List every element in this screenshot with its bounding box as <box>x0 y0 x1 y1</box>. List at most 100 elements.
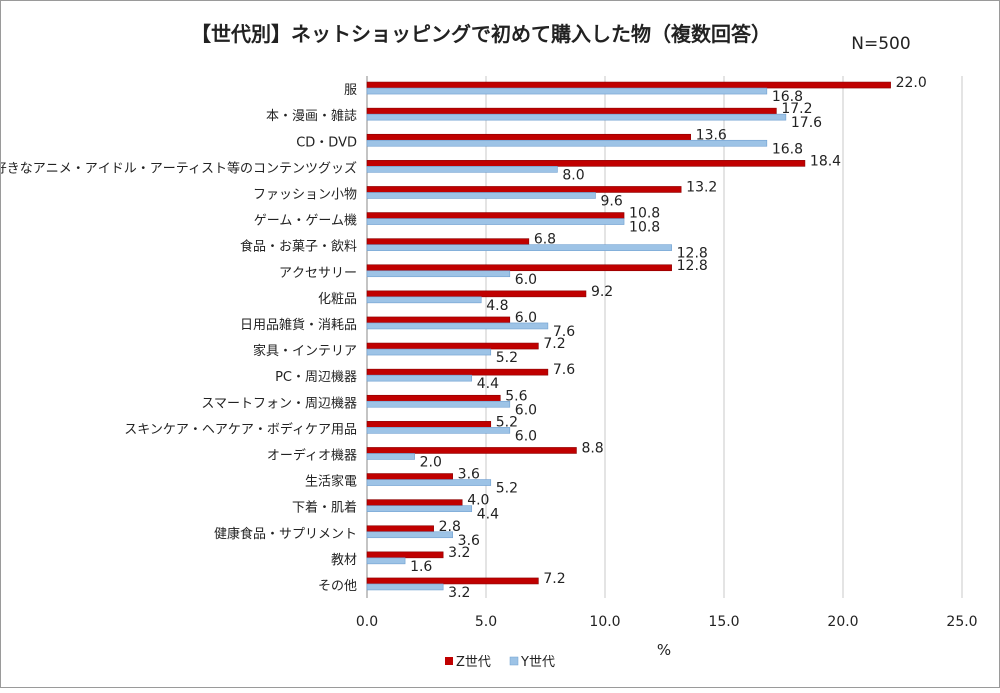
bar-y <box>366 348 492 356</box>
bar-y <box>366 427 511 434</box>
x-tick-label: 5.0 <box>475 614 497 630</box>
x-tick-label: 15.0 <box>708 614 739 630</box>
bar-y <box>366 244 672 251</box>
data-label-y: 4.4 <box>477 507 499 523</box>
legend: Z世代 Y世代 <box>445 655 555 670</box>
bar-y <box>366 531 453 539</box>
data-label-y: 8.0 <box>562 167 584 183</box>
x-tick-label: 0.0 <box>356 614 378 630</box>
bar-y <box>366 270 511 278</box>
bar-z <box>366 473 453 480</box>
data-label-z: 10.8 <box>629 206 660 222</box>
category-label: PC・周辺機器 <box>275 370 357 385</box>
bar-y <box>366 453 415 460</box>
category-label: 服 <box>344 83 357 98</box>
legend-swatch-y <box>509 656 519 666</box>
bar-y <box>366 218 625 225</box>
category-label: スキンケア・ヘアケア・ボディケア用品 <box>124 421 357 437</box>
category-label: 生活家電 <box>305 474 357 490</box>
data-label-z: 7.2 <box>543 336 565 352</box>
category-label: 家具・インテリア <box>253 343 357 359</box>
data-label-z: 13.2 <box>686 179 717 195</box>
bar-z <box>366 160 806 167</box>
data-label-y: 3.6 <box>458 533 480 549</box>
data-label-y: 9.6 <box>600 193 622 209</box>
category-label: 下着・肌着 <box>292 500 357 516</box>
bar-z <box>366 394 501 402</box>
bar-z <box>366 447 577 454</box>
category-label: 教材 <box>331 552 357 568</box>
legend-label-z: Z世代 <box>456 655 491 670</box>
data-label-y: 4.4 <box>477 376 499 392</box>
data-label-z: 12.8 <box>677 258 708 274</box>
bar-z <box>366 81 891 89</box>
data-label-y: 6.0 <box>515 402 537 418</box>
bar-y <box>366 113 787 121</box>
bar-z <box>366 133 691 141</box>
category-label: 化粧品 <box>318 292 357 307</box>
category-label: 食品・お菓子・飲料 <box>240 239 357 255</box>
data-label-y: 16.8 <box>772 141 803 157</box>
data-label-y: 4.8 <box>486 298 508 314</box>
data-label-y: 6.0 <box>515 428 537 444</box>
data-label-y: 10.8 <box>629 220 660 236</box>
category-label: 好きなアニメ・アイドル・アーティスト等のコンテンツグッズ <box>1 160 357 176</box>
bar-z <box>366 316 511 324</box>
data-label-y: 2.0 <box>420 454 442 470</box>
data-label-y: 17.6 <box>791 115 822 131</box>
data-label-y: 5.2 <box>496 350 518 366</box>
bar-z <box>366 212 625 219</box>
data-label-z: 2.8 <box>439 519 461 535</box>
x-tick-label: 20.0 <box>827 614 858 630</box>
data-label-z: 9.2 <box>591 284 613 300</box>
category-label: ファッション小物 <box>253 187 357 202</box>
bar-z <box>366 551 444 559</box>
x-tick-label: 25.0 <box>946 614 977 630</box>
bar-z <box>366 499 463 506</box>
data-label-y: 6.0 <box>515 272 537 288</box>
data-label-z: 18.4 <box>810 153 841 169</box>
category-label: ゲーム・ゲーム機 <box>254 214 357 229</box>
bar-z <box>366 525 434 533</box>
data-label-y: 5.2 <box>496 481 518 497</box>
bar-y <box>366 87 768 95</box>
data-label-z: 5.2 <box>496 414 518 430</box>
category-label: オーディオ機器 <box>267 447 357 463</box>
category-label: 本・漫画・雑誌 <box>266 108 357 124</box>
data-label-z: 7.6 <box>553 362 575 378</box>
bar-y <box>366 166 558 173</box>
data-label-z: 3.2 <box>448 545 470 561</box>
bar-y <box>366 296 482 304</box>
data-label-z: 13.6 <box>696 127 727 143</box>
data-label-z: 3.6 <box>458 467 480 483</box>
data-label-z: 4.0 <box>467 493 489 509</box>
bar-z <box>366 264 672 272</box>
data-label-y: 16.8 <box>772 89 803 105</box>
legend-swatch-z <box>445 657 453 665</box>
legend-label-y: Y世代 <box>520 655 555 670</box>
bar-z <box>366 238 530 245</box>
bar-z <box>366 577 539 585</box>
bar-y <box>366 400 511 408</box>
data-label-z: 17.2 <box>781 101 812 117</box>
bar-y <box>366 322 549 330</box>
bar-z <box>366 186 682 193</box>
data-label-y: 7.6 <box>553 324 575 340</box>
bar-y <box>366 139 768 147</box>
bar-y <box>366 583 444 591</box>
data-label-z: 5.6 <box>505 388 527 404</box>
bar-y <box>366 192 596 199</box>
bar-y <box>366 374 473 382</box>
chart-title: 【世代別】ネットショッピングで初めて購入した物（複数回答） <box>191 22 771 46</box>
category-label: スマートフォン・周辺機器 <box>201 396 357 411</box>
data-label-z: 22.0 <box>896 75 927 91</box>
bar-z <box>366 290 587 298</box>
bar-y <box>366 479 492 486</box>
data-label-y: 1.6 <box>410 559 432 575</box>
category-label: CD・DVD <box>296 135 357 150</box>
data-label-z: 7.2 <box>543 571 565 587</box>
data-label-y: 12.8 <box>677 246 708 262</box>
data-label-z: 8.8 <box>581 440 603 456</box>
